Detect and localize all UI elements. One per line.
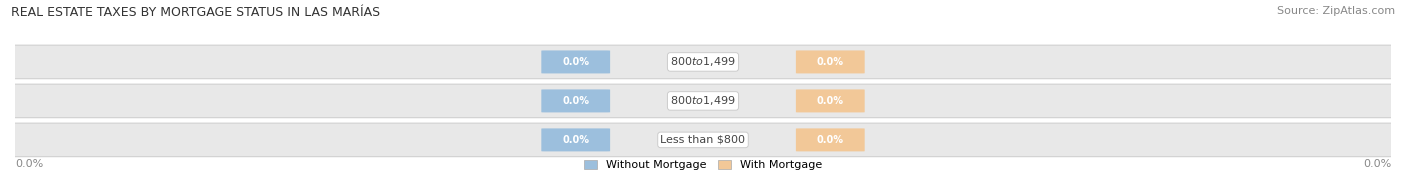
Text: Source: ZipAtlas.com: Source: ZipAtlas.com <box>1277 6 1395 16</box>
FancyBboxPatch shape <box>1 45 1405 79</box>
Text: $800 to $1,499: $800 to $1,499 <box>671 94 735 107</box>
Text: 0.0%: 0.0% <box>15 159 44 169</box>
Text: 0.0%: 0.0% <box>562 135 589 145</box>
FancyBboxPatch shape <box>541 128 610 151</box>
FancyBboxPatch shape <box>1 123 1405 157</box>
FancyBboxPatch shape <box>541 89 610 113</box>
FancyBboxPatch shape <box>1 84 1405 118</box>
Text: 0.0%: 0.0% <box>817 57 844 67</box>
Text: 0.0%: 0.0% <box>817 135 844 145</box>
FancyBboxPatch shape <box>796 89 865 113</box>
Text: 0.0%: 0.0% <box>562 57 589 67</box>
FancyBboxPatch shape <box>796 50 865 74</box>
Text: Less than $800: Less than $800 <box>661 135 745 145</box>
Text: 0.0%: 0.0% <box>1362 159 1391 169</box>
FancyBboxPatch shape <box>796 128 865 151</box>
Legend: Without Mortgage, With Mortgage: Without Mortgage, With Mortgage <box>579 156 827 175</box>
Text: REAL ESTATE TAXES BY MORTGAGE STATUS IN LAS MARÍAS: REAL ESTATE TAXES BY MORTGAGE STATUS IN … <box>11 6 381 19</box>
Text: 0.0%: 0.0% <box>817 96 844 106</box>
Text: 0.0%: 0.0% <box>562 96 589 106</box>
FancyBboxPatch shape <box>541 50 610 74</box>
Text: $800 to $1,499: $800 to $1,499 <box>671 55 735 68</box>
